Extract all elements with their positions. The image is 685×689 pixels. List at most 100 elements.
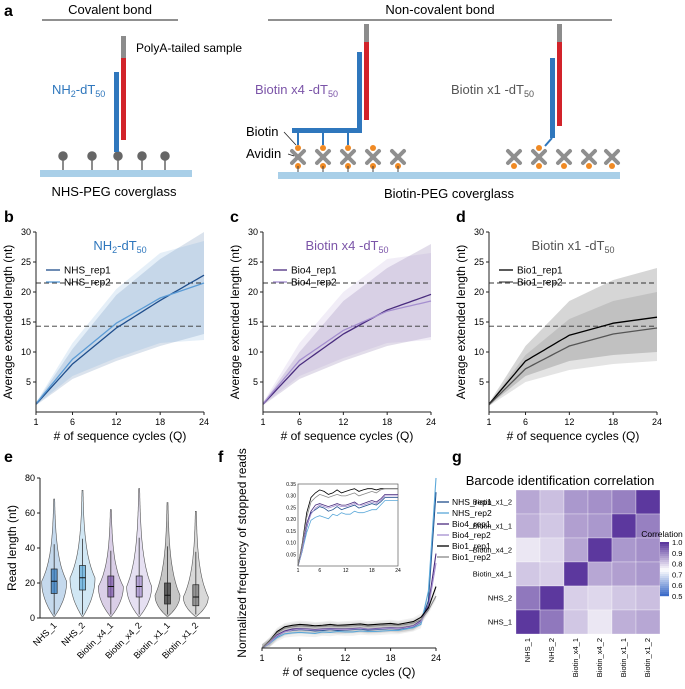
- y-tick-label: 30: [21, 227, 31, 237]
- panel-b: b 5 10 15 20 25 30 1 6 12 18 24 # of sequence cycle…: [1, 209, 209, 443]
- x-tick-label: 24: [426, 417, 436, 427]
- heatmap-cell: [611, 537, 637, 563]
- panel-a: a Covalent bond Non-covalent bond PolyA-…: [4, 2, 620, 201]
- bio4-gray-strand: [364, 24, 369, 42]
- legend-label-NHS_rep2: NHS_rep2: [452, 508, 492, 518]
- box-Biotin_x1_1: [164, 582, 171, 605]
- heatmap-cell: [611, 561, 637, 587]
- x-tick-label: NHS_1: [31, 620, 59, 648]
- x-tick-label: 12: [564, 417, 574, 427]
- polya-label: PolyA-tailed sample: [136, 41, 242, 55]
- chart-title: NH2-dT50: [93, 238, 146, 255]
- y-tick-label: 30: [474, 227, 484, 237]
- heatmap-cell: [563, 585, 589, 611]
- col-label: NHS_1: [523, 638, 532, 662]
- x-axis-label: # of sequence cycles (Q): [507, 429, 640, 443]
- chart-title: Biotin x1 -dT50: [532, 238, 615, 255]
- colorbar-step: [660, 570, 669, 573]
- col-label: Biotin_x1_2: [643, 638, 652, 677]
- inset-line-NHS_rep1: [297, 497, 398, 567]
- inset-line-Bio1_rep2: [297, 488, 398, 567]
- inset-line-NHS_rep2: [297, 500, 398, 567]
- avidin-pointer: [287, 153, 295, 157]
- heatmap-cell: [515, 513, 541, 539]
- legend-label-Bio1_rep1: Bio1_rep1: [517, 266, 563, 277]
- colorbar-tick-label: 0.9: [672, 549, 682, 558]
- heatmap-cell: [611, 489, 637, 515]
- colorbar-step: [660, 560, 669, 563]
- colorbar-step: [660, 584, 669, 587]
- legend-label-Bio4_rep2: Bio4_rep2: [452, 530, 491, 540]
- y-axis-label: Average extended length (nt): [228, 245, 242, 400]
- colorbar-tick-label: 0.5: [672, 592, 682, 601]
- bio1-dt50-strand: [550, 58, 555, 138]
- x-tick-label: 12: [338, 417, 348, 427]
- chart-b: 5 10 15 20 25 30 1 6 12 18 24 # of sequence cycles …: [1, 227, 209, 443]
- box-Biotin_x1_2: [192, 584, 200, 607]
- colorbar-step: [660, 558, 669, 561]
- heatmap-cell: [587, 609, 613, 635]
- heatmap-cell: [635, 585, 661, 611]
- x-tick-label: 1: [33, 417, 38, 427]
- x-axis-label: # of sequence cycles (Q): [283, 665, 416, 679]
- series-line-Bio1_rep1: [261, 586, 437, 649]
- x-tick-label: 24: [431, 653, 441, 663]
- inset-line-Bio4_rep1: [297, 494, 398, 567]
- bio4-dt50-vertical: [357, 52, 362, 132]
- x-tick-label: 1: [259, 653, 264, 663]
- inset-x-tick-label: 18: [369, 568, 375, 574]
- panel-c: c 5 10 15 20 25 30 1 6 12 18 24 # of sequence cycle…: [228, 209, 436, 443]
- inset-line-Bio1_rep1: [297, 488, 398, 567]
- inset-x-tick-label: 12: [343, 568, 349, 574]
- y-tick-label: 5: [253, 377, 258, 387]
- y-tick-label: 40: [25, 543, 35, 553]
- row-label: NHS_2: [488, 594, 512, 603]
- x-tick-label: 18: [155, 417, 165, 427]
- nhs-linkers: [58, 151, 170, 170]
- bio1-biotin-link: [544, 137, 553, 147]
- heatmap-cell: [635, 609, 661, 635]
- colorbar-step: [660, 576, 669, 579]
- panel-d: d 5 10 15 20 25 30 1 6 12 18 24 # of sequence cycle…: [454, 209, 662, 443]
- band-Bio1_rep2: [262, 592, 436, 648]
- colorbar-step: [660, 586, 669, 589]
- y-tick-label: 25: [248, 257, 258, 267]
- chart-c: 5 10 15 20 25 30 1 6 12 18 24 # of sequence cycles …: [228, 227, 436, 443]
- x-tick-label: 24: [652, 417, 662, 427]
- series-line-NHS_rep1: [35, 274, 205, 405]
- biotin-label: Biotin: [246, 124, 279, 139]
- colorbar-step: [660, 552, 669, 555]
- panel-g: g Barcode identification correlation Biot…: [452, 449, 683, 677]
- col-label: Biotin_x4_1: [571, 638, 580, 677]
- colorbar-step: [660, 542, 669, 545]
- y-tick-label: 80: [25, 473, 35, 483]
- heatmap-cell: [515, 537, 541, 563]
- avidin-row-left: [290, 145, 406, 172]
- panel-f: f 1 6 12 18 24 # of sequence cycles (Q) Normal…: [218, 448, 492, 679]
- y-axis-label: Read length (nt): [5, 505, 19, 591]
- chart-f: 1 6 12 18 24 # of sequence cycles (Q) Normaliz…: [235, 448, 492, 679]
- y-tick-label: 25: [474, 257, 484, 267]
- inset-y-tick-label: 0.05: [286, 552, 296, 558]
- nh2-label: NH2-dT50: [52, 82, 105, 99]
- panel-letter-c: c: [230, 209, 239, 226]
- confidence-band-NHS_rep1: [36, 232, 204, 406]
- colorbar-step: [660, 546, 669, 549]
- series-line-NHS_rep2: [261, 477, 437, 649]
- chart-title: Biotin x4 -dT50: [306, 238, 389, 255]
- y-tick-label: 15: [248, 317, 258, 327]
- x-tick-label: 1: [486, 417, 491, 427]
- heatmap-cell: [539, 513, 565, 539]
- chart-g: Barcode identification correlation Biotin…: [466, 473, 683, 677]
- bio4-dt50-horizontal: [292, 128, 362, 133]
- colorbar-step: [660, 580, 669, 583]
- y-axis-label: Normalized frequency of stopped reads: [235, 448, 249, 657]
- colorbar-step: [660, 564, 669, 567]
- biotin-coverglass: [278, 172, 620, 179]
- inset-y-tick-label: 0.10: [286, 541, 296, 547]
- chart-d: 5 10 15 20 25 30 1 6 12 18 24 # of sequence cycles …: [454, 227, 662, 443]
- inset-y-tick-label: 0.30: [286, 494, 296, 500]
- y-tick-label: 30: [248, 227, 258, 237]
- y-tick-label: 20: [25, 578, 35, 588]
- x-axis-label: # of sequence cycles (Q): [54, 429, 187, 443]
